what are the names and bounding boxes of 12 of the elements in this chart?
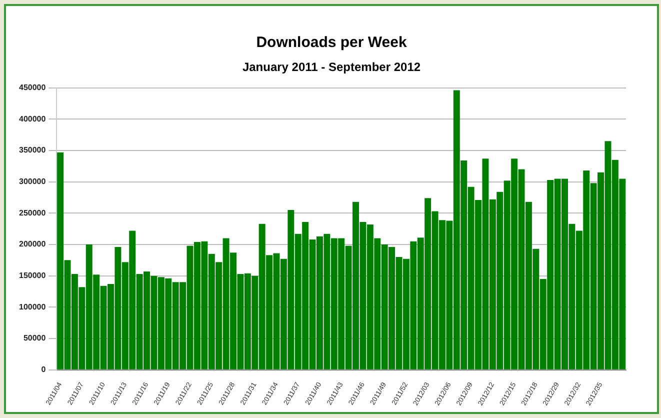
y-tick-label: 0 [41,365,46,374]
chart-subtitle: January 2011 - September 2012 [241,60,422,74]
y-tick-label: 200000 [18,240,46,249]
y-tick-label: 150000 [18,271,46,280]
y-tick-label: 450000 [18,83,46,92]
y-tick-label: 350000 [18,146,46,155]
y-tick-label: 300000 [18,177,46,186]
y-tick-label: 100000 [18,302,46,312]
y-tick-label: 400000 [18,114,46,124]
y-tick-label: 50000 [23,334,46,343]
chart-title: Downloads per Week [255,34,408,51]
y-tick-label: 250000 [18,208,46,218]
